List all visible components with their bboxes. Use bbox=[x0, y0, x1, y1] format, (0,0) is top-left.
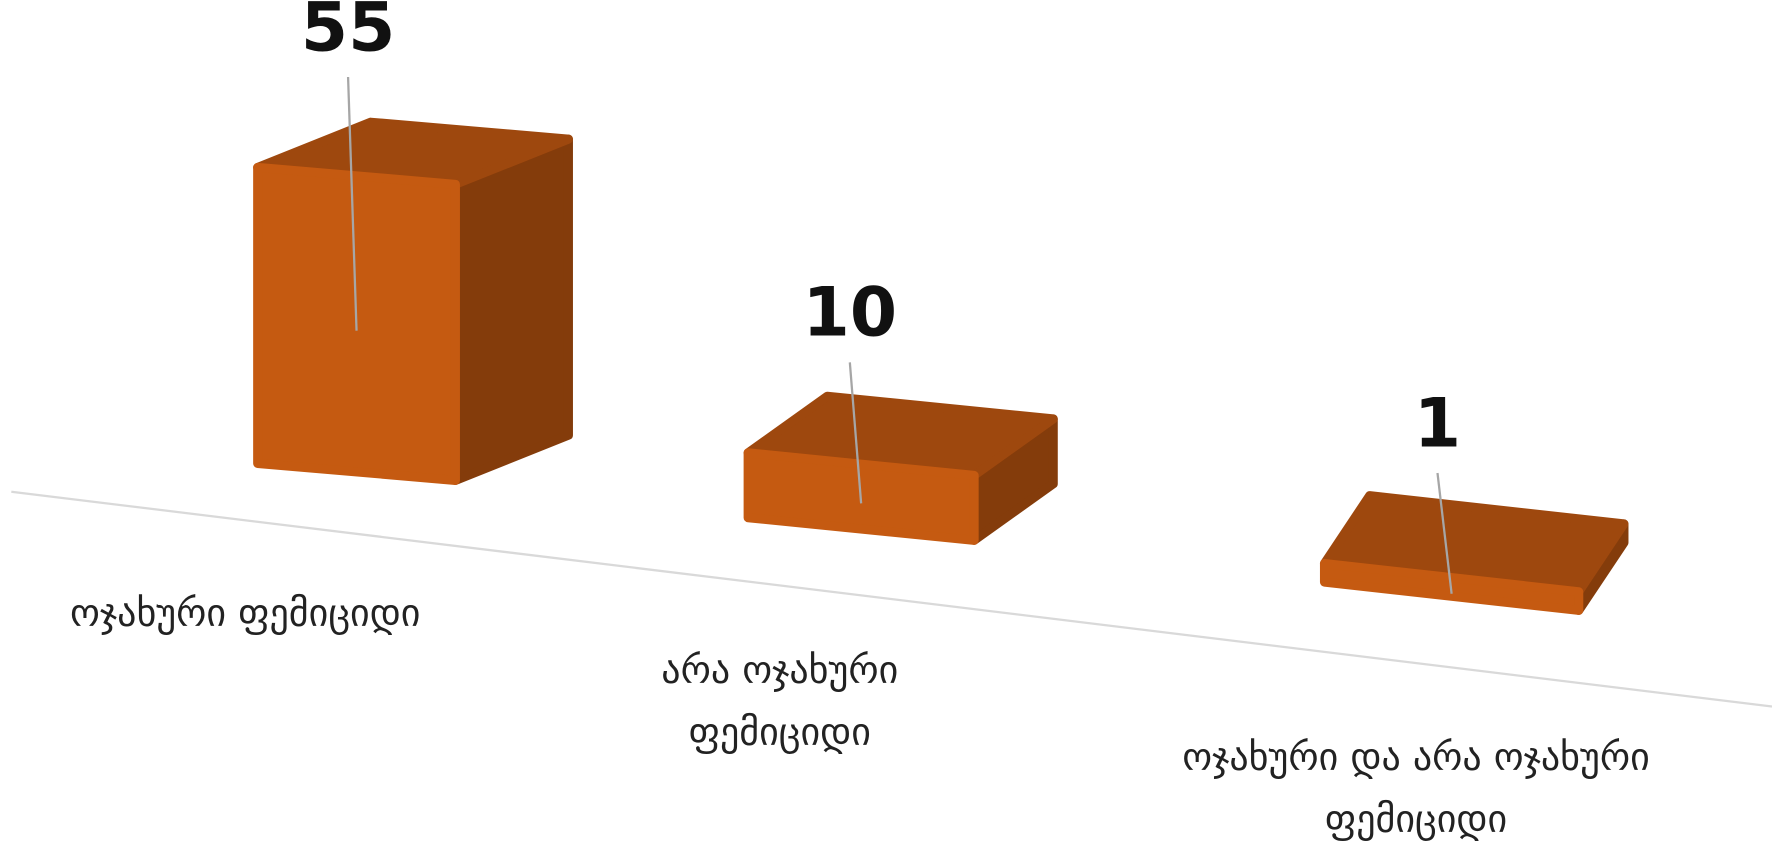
bar bbox=[253, 117, 573, 485]
leader-line bbox=[1436, 472, 1453, 594]
leader-line bbox=[848, 362, 863, 504]
bar-side bbox=[450, 134, 573, 485]
bar bbox=[743, 391, 1058, 545]
value-label: 55 bbox=[301, 0, 395, 66]
category-label: ოჯახური ფემიციდი bbox=[70, 591, 421, 635]
value-label: 10 bbox=[803, 273, 897, 352]
leader-line bbox=[346, 76, 358, 331]
floor-line bbox=[11, 490, 1772, 708]
category-label: არა ოჯახური ფემიციდი bbox=[661, 647, 899, 754]
value-label: 1 bbox=[1414, 383, 1461, 462]
category-label: ოჯახური და არა ოჯახური ფემიციდი bbox=[1182, 734, 1650, 841]
bar bbox=[1319, 491, 1629, 615]
